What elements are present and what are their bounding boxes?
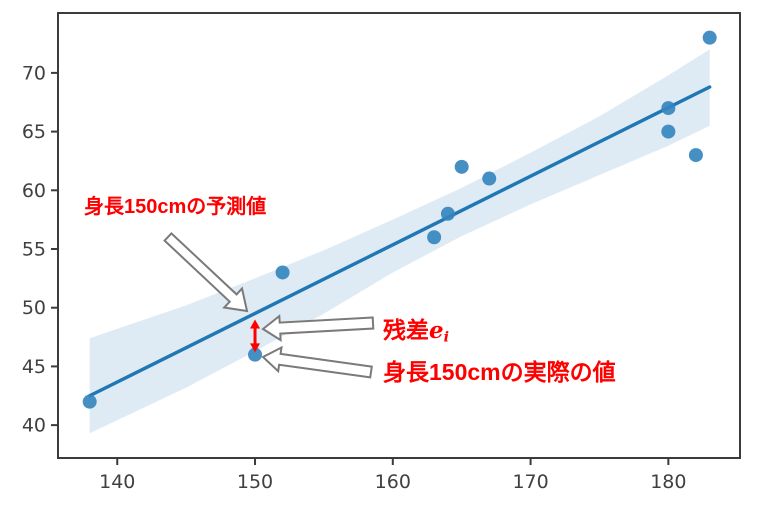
x-tick-label: 180: [650, 471, 686, 493]
predicted-value-label: 身長150cmの予測値: [84, 196, 267, 218]
residual-symbol-e: e: [429, 317, 444, 344]
x-tick-label: 140: [99, 471, 135, 493]
y-tick-label: 45: [22, 356, 46, 378]
x-tick-label: 170: [512, 471, 548, 493]
x-tick-label: 150: [237, 471, 273, 493]
scatter-point: [440, 206, 455, 221]
scatter-point: [82, 394, 97, 409]
predicted-value-arrow: [163, 231, 249, 313]
actual-value-arrow: [261, 345, 373, 379]
y-tick-label: 60: [22, 180, 46, 202]
scatter-point: [454, 159, 469, 174]
y-tick-label: 65: [22, 121, 46, 143]
residual-arrowhead-up: [250, 319, 261, 329]
y-tick-label: 55: [22, 239, 46, 261]
residual-arrow: [261, 314, 375, 342]
actual-value-label: 身長150cmの実際の値: [383, 359, 616, 385]
y-tick-label: 50: [22, 297, 46, 319]
regression-line: [87, 85, 712, 398]
scatter-point: [275, 265, 290, 280]
scatter-point: [661, 124, 676, 139]
residual-label: 残差ei: [383, 317, 449, 346]
scatter-point: [248, 347, 263, 362]
scatter-point: [427, 230, 442, 245]
x-tick-label: 160: [375, 471, 411, 493]
scatter-point: [482, 171, 497, 186]
scatter-point: [661, 101, 676, 116]
residual-arrowhead-down: [250, 343, 261, 353]
y-tick-label: 40: [22, 415, 46, 437]
y-tick-label: 70: [22, 62, 46, 84]
residual-label-prefix: 残差: [383, 317, 429, 343]
residual-subscript-i: i: [443, 329, 450, 346]
scatter-point: [688, 148, 703, 163]
plot-frame: [57, 12, 741, 459]
scatter-point: [702, 30, 717, 45]
